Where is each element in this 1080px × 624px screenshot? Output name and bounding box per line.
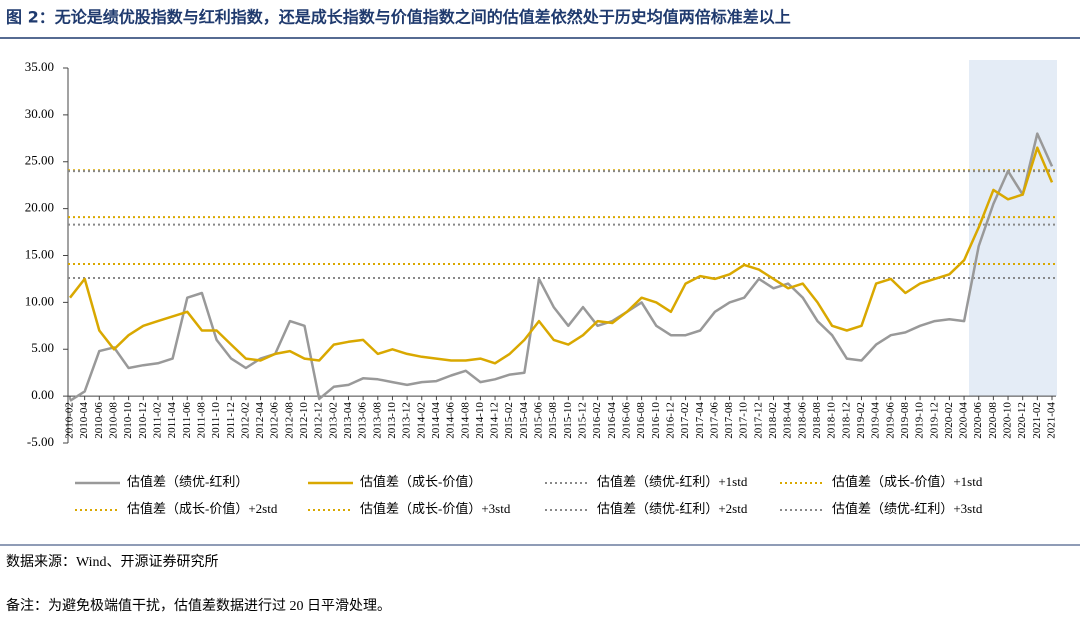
x-tick-label: 2020-04: [958, 402, 970, 439]
y-tick-label: 30.00: [25, 106, 54, 121]
x-tick-label: 2019-10: [914, 402, 926, 439]
x-tick-label: 2013-02: [327, 402, 339, 439]
x-tick-label: 2010-10: [122, 402, 134, 439]
x-tick-label: 2019-12: [928, 402, 940, 439]
highlight-region: [969, 60, 1057, 396]
x-tick-label: 2011-08: [195, 402, 207, 439]
x-tick-label: 2018-06: [796, 402, 808, 439]
x-tick-label: 2015-08: [547, 402, 559, 439]
x-tick-label: 2011-06: [181, 402, 193, 439]
x-tick-label: 2013-04: [342, 402, 354, 439]
x-tick-label: 2012-10: [298, 402, 310, 439]
x-tick-label: 2017-06: [708, 402, 720, 439]
x-tick-label: 2015-12: [577, 402, 589, 439]
legend-label: 估值差（成长-价值）: [360, 474, 481, 489]
x-tick-label: 2016-06: [620, 402, 632, 439]
legend-label: 估值差（绩优-红利）: [127, 474, 248, 489]
series-line: [69, 146, 1054, 365]
x-tick-label: 2015-06: [533, 402, 545, 439]
x-tick-label: 2011-12: [225, 402, 237, 438]
x-tick-label: 2011-02: [151, 402, 163, 438]
x-tick-label: 2020-08: [987, 402, 999, 439]
y-tick-label: 10.00: [25, 293, 54, 308]
x-tick-label: 2013-12: [401, 402, 413, 439]
x-tick-label: 2014-10: [474, 402, 486, 439]
x-tick-label: 2016-12: [664, 402, 676, 439]
x-tick-label: 2011-10: [210, 402, 222, 439]
x-tick-label: 2016-08: [635, 402, 647, 439]
y-tick-label: -5.00: [27, 434, 54, 449]
legend-label: 估值差（成长-价值）+2std: [127, 501, 278, 516]
x-tick-label: 2018-04: [782, 402, 794, 439]
x-tick-label: 2010-12: [137, 402, 149, 439]
y-tick-label: 25.00: [25, 153, 54, 168]
x-tick-label: 2019-04: [870, 402, 882, 439]
y-tick-label: 20.00: [25, 200, 54, 215]
x-tick-label: 2020-10: [1002, 402, 1014, 439]
legend-label: 估值差（绩优-红利）+2std: [597, 501, 748, 516]
x-tick-label: 2010-08: [108, 402, 120, 439]
x-tick-label: 2011-04: [166, 402, 178, 439]
legend-label: 估值差（成长-价值）+3std: [360, 501, 511, 516]
y-tick-label: 0.00: [31, 387, 54, 402]
legend-label: 估值差（成长-价值）+1std: [832, 474, 983, 489]
x-tick-label: 2012-08: [283, 402, 295, 439]
x-tick-label: 2020-12: [1016, 402, 1028, 439]
series-line: [69, 132, 1054, 402]
x-tick-label: 2020-02: [943, 402, 955, 439]
y-tick-label: 5.00: [31, 340, 54, 355]
x-tick-label: 2019-08: [899, 402, 911, 439]
source: 数据来源：Wind、开源证券研究所: [6, 554, 219, 570]
note: 备注：为避免极端值干扰，估值差数据进行过 20 日平滑处理。: [6, 597, 391, 614]
legend-label: 估值差（绩优-红利）+1std: [597, 474, 748, 489]
y-tick-label: 35.00: [25, 59, 54, 74]
x-tick-label: 2013-10: [386, 402, 398, 439]
x-tick-label: 2012-04: [254, 402, 266, 439]
legend-label: 估值差（绩优-红利）+3std: [832, 501, 983, 516]
x-tick-label: 2021-04: [1046, 402, 1058, 439]
x-tick-label: 2010-02: [64, 402, 76, 439]
x-tick-label: 2019-06: [884, 402, 896, 439]
x-tick-label: 2018-08: [811, 402, 823, 439]
x-tick-label: 2017-12: [752, 402, 764, 439]
x-tick-label: 2020-06: [972, 402, 984, 439]
x-tick-label: 2016-10: [650, 402, 662, 439]
x-tick-label: 2014-04: [430, 402, 442, 439]
x-tick-label: 2018-02: [767, 402, 779, 439]
x-tick-label: 2014-06: [445, 402, 457, 439]
x-tick-label: 2013-08: [371, 402, 383, 439]
x-tick-label: 2016-02: [591, 402, 603, 439]
x-tick-label: 2021-02: [1031, 402, 1043, 439]
x-tick-label: 2012-06: [269, 402, 281, 439]
x-tick-label: 2017-02: [679, 402, 691, 439]
x-tick-label: 2018-10: [826, 402, 838, 439]
x-tick-label: 2016-04: [606, 402, 618, 439]
figure-title: 图 2：无论是绩优股指数与红利指数，还是成长指数与价值指数之间的估值差依然处于历…: [6, 8, 791, 27]
x-tick-label: 2017-08: [723, 402, 735, 439]
x-tick-label: 2015-10: [562, 402, 574, 439]
x-tick-label: 2019-02: [855, 402, 867, 439]
x-tick-label: 2014-12: [489, 402, 501, 439]
x-tick-label: 2017-10: [738, 402, 750, 439]
x-tick-label: 2015-04: [518, 402, 530, 439]
x-tick-label: 2018-12: [840, 402, 852, 439]
x-tick-label: 2010-06: [93, 402, 105, 439]
x-tick-label: 2014-02: [415, 402, 427, 439]
x-tick-label: 2015-02: [503, 402, 515, 439]
x-tick-label: 2012-12: [313, 402, 325, 439]
x-tick-label: 2014-08: [459, 402, 471, 439]
x-tick-label: 2010-04: [78, 402, 90, 439]
x-tick-label: 2012-02: [239, 402, 251, 439]
x-tick-label: 2017-04: [694, 402, 706, 439]
y-tick-label: 15.00: [25, 246, 54, 261]
x-tick-label: 2013-06: [357, 402, 369, 439]
